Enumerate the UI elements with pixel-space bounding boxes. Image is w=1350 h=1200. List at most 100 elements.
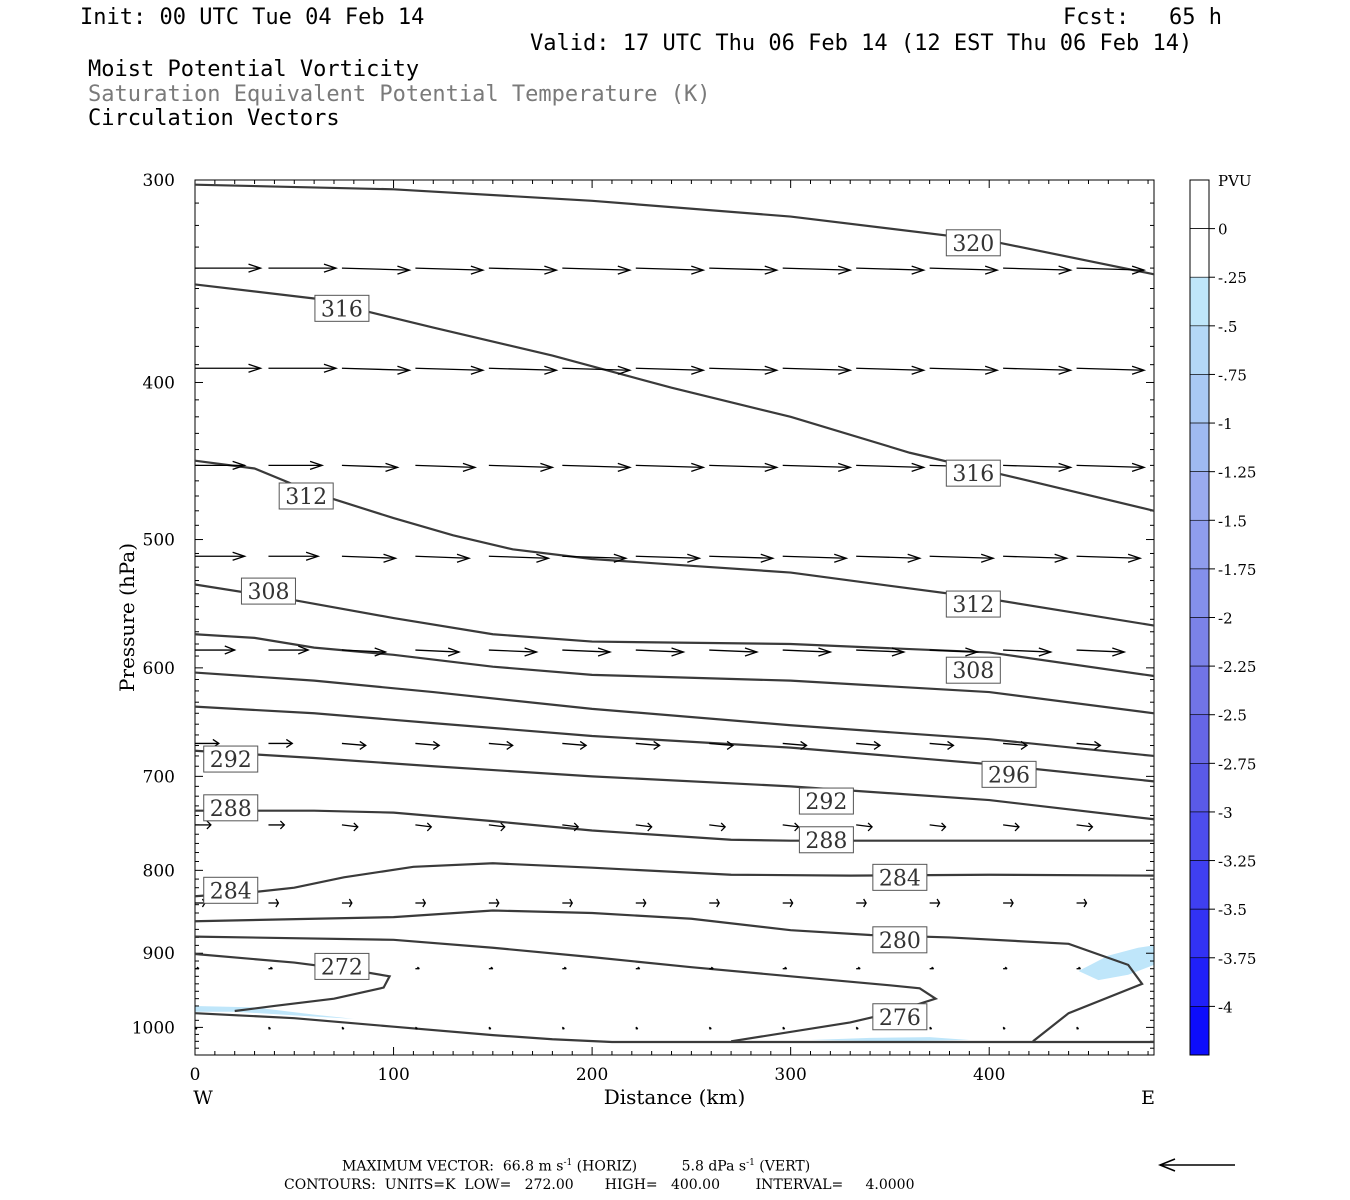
colorbar-bin bbox=[1189, 908, 1210, 959]
vector-head bbox=[1076, 1026, 1080, 1030]
vector-shaft bbox=[1003, 555, 1067, 559]
vector-head bbox=[936, 898, 941, 908]
wind-vector bbox=[268, 966, 273, 970]
vector-head bbox=[309, 460, 325, 470]
horiz-unit: (HORIZ) bbox=[576, 1158, 638, 1175]
contour-label-box bbox=[203, 794, 259, 822]
wind-vector bbox=[415, 365, 485, 375]
wind-vector bbox=[268, 363, 339, 373]
contour-label-box bbox=[872, 1003, 928, 1031]
vector-shaft bbox=[488, 555, 549, 559]
vector-head bbox=[635, 1026, 639, 1030]
wind-vector bbox=[267, 1026, 271, 1030]
pv-shading-1 bbox=[1078, 945, 1154, 981]
vector-head bbox=[760, 553, 775, 563]
vector-head bbox=[385, 462, 400, 472]
wind-vector bbox=[709, 265, 779, 275]
vector-head bbox=[206, 820, 212, 830]
wind-vector bbox=[415, 740, 441, 750]
contour-label: 272 bbox=[321, 955, 363, 980]
colorbar-bin bbox=[1189, 276, 1210, 327]
contour-308 bbox=[194, 583, 1155, 678]
y-tick-label: 500 bbox=[143, 531, 175, 551]
vector-head bbox=[613, 553, 628, 563]
vector-head bbox=[838, 365, 853, 375]
wind-vector bbox=[195, 551, 247, 561]
vector-head bbox=[447, 647, 461, 657]
wind-vector bbox=[1003, 462, 1073, 472]
contour-label: 312 bbox=[952, 593, 994, 618]
vector-shaft bbox=[929, 555, 994, 559]
contour-320 bbox=[194, 183, 1155, 276]
vector-head bbox=[617, 365, 632, 375]
wind-vector bbox=[1076, 462, 1147, 472]
vector-head bbox=[1131, 462, 1147, 472]
vector-head bbox=[422, 898, 427, 908]
vector-shaft bbox=[856, 367, 924, 371]
wind-vector bbox=[341, 822, 359, 832]
colorbar-bin bbox=[1189, 665, 1210, 716]
contour-0 bbox=[194, 1012, 1154, 1044]
vector-head bbox=[789, 898, 794, 908]
vector-head bbox=[561, 1026, 565, 1030]
vector-head bbox=[544, 365, 559, 375]
vector-head bbox=[708, 1026, 712, 1030]
wind-vector bbox=[635, 1026, 639, 1030]
vector-shaft bbox=[415, 267, 483, 271]
wind-vector bbox=[1003, 966, 1008, 970]
vector-shaft bbox=[929, 267, 998, 271]
contour-label-box bbox=[203, 876, 259, 904]
wind-vector bbox=[709, 740, 735, 750]
vector-shaft bbox=[488, 649, 537, 653]
wind-vector bbox=[709, 365, 779, 375]
wind-vector bbox=[415, 553, 472, 563]
vector-head bbox=[544, 265, 559, 275]
wind-vector bbox=[341, 365, 412, 375]
vector-shaft bbox=[635, 824, 652, 828]
wind-vector bbox=[929, 898, 941, 908]
colorbar-bin bbox=[1189, 763, 1210, 813]
y-tick-label: 600 bbox=[143, 659, 175, 679]
wind-vector bbox=[856, 647, 906, 657]
x-end-label-east: E bbox=[1141, 1087, 1155, 1109]
wind-vector bbox=[929, 647, 980, 657]
wind-vector bbox=[856, 553, 922, 563]
contour-280 bbox=[194, 909, 1144, 1043]
vector-head bbox=[269, 966, 273, 970]
contour-label-box bbox=[203, 745, 259, 773]
wind-vector bbox=[562, 966, 567, 970]
vector-head bbox=[1078, 966, 1082, 970]
wind-vector bbox=[635, 740, 661, 750]
wind-vector bbox=[268, 820, 286, 830]
vector-head bbox=[980, 553, 996, 563]
wind-vector bbox=[856, 265, 926, 275]
vector-head bbox=[397, 365, 412, 375]
vector-head bbox=[359, 740, 367, 750]
contour-label: 288 bbox=[805, 829, 847, 854]
contour-label-box bbox=[945, 229, 1001, 257]
vector-head bbox=[426, 822, 433, 832]
wind-vector bbox=[635, 898, 647, 908]
vector-shaft bbox=[782, 555, 847, 559]
wind-vector bbox=[488, 553, 551, 563]
colorbar-label: -.5 bbox=[1218, 318, 1237, 336]
reference-vector-head bbox=[1157, 1158, 1176, 1172]
vector-head bbox=[794, 822, 800, 832]
wind-vector bbox=[1076, 822, 1094, 832]
vector-head bbox=[470, 365, 485, 375]
wind-vector bbox=[488, 647, 539, 657]
colorbar-unit: PVU bbox=[1218, 172, 1252, 190]
vector-head bbox=[617, 265, 632, 275]
vector-shaft bbox=[856, 649, 904, 653]
wind-vector bbox=[195, 363, 263, 373]
wind-vector bbox=[1076, 365, 1147, 375]
vector-shaft bbox=[341, 742, 366, 747]
x-axis-label: Distance (km) bbox=[604, 1085, 746, 1109]
wind-vector bbox=[195, 460, 247, 470]
wind-vector bbox=[341, 553, 398, 563]
vector-head bbox=[931, 966, 935, 970]
wind-vector bbox=[562, 462, 632, 472]
vector-head bbox=[653, 740, 661, 750]
vector-shaft bbox=[635, 555, 700, 559]
y-axis-label: Pressure (hPa) bbox=[115, 543, 139, 692]
